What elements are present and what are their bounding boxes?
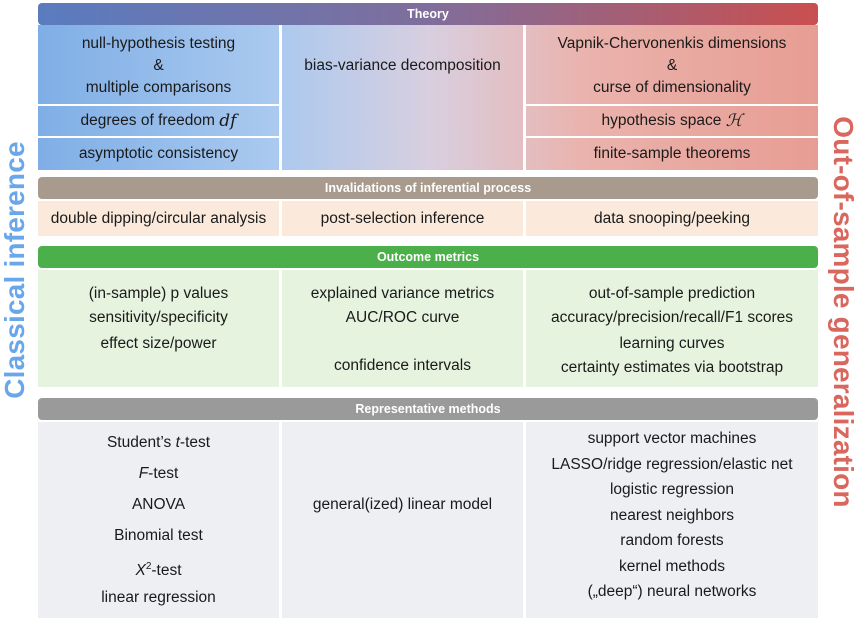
methods-col2: general(ized) linear model bbox=[282, 422, 523, 618]
outcome-item: explained variance metrics bbox=[310, 285, 495, 302]
curse-dimensionality-text: curse of dimensionality bbox=[593, 79, 751, 96]
outcome-item: certainty estimates via bootstrap bbox=[560, 359, 784, 376]
method-item: X2-test bbox=[135, 561, 182, 580]
method-item: LASSO/ridge regression/elastic net bbox=[551, 455, 793, 473]
method-item: nearest neighbors bbox=[609, 506, 735, 524]
theory-asymptotic-cell: asymptotic consistency bbox=[38, 138, 279, 170]
method-item: logistic regression bbox=[609, 481, 735, 498]
outcome-item: confidence intervals bbox=[334, 357, 471, 374]
outcome-col3: out-of-sample prediction accuracy/precis… bbox=[526, 270, 818, 387]
theory-hypothesis-space-cell: hypothesis space ℋ bbox=[526, 106, 818, 136]
null-hypothesis-text: null-hypothesis testing bbox=[81, 35, 236, 52]
outcome-item: learning curves bbox=[619, 335, 725, 352]
outcome-header: Outcome metrics bbox=[38, 246, 818, 268]
method-item: random forests bbox=[620, 532, 724, 549]
theory-df-cell: degrees of freedom df bbox=[38, 106, 279, 136]
methods-col3: support vector machines LASSO/ridge regr… bbox=[526, 422, 818, 618]
method-item: ANOVA bbox=[131, 496, 186, 513]
hypothesis-space-symbol: ℋ bbox=[725, 111, 743, 131]
method-item-glm: general(ized) linear model bbox=[312, 496, 493, 513]
methods-col1: Student’s t-test F-test ANOVA Binomial t… bbox=[38, 422, 279, 618]
theory-bias-variance-cell: bias-variance decomposition bbox=[282, 30, 523, 102]
method-item: linear regression bbox=[101, 589, 216, 606]
method-item: („deep“) neural networks bbox=[587, 583, 757, 600]
method-item: kernel methods bbox=[619, 557, 725, 575]
ampersand-text-2: & bbox=[666, 57, 678, 74]
theory-vc-cell: Vapnik-Chervonenkis dimensions & curse o… bbox=[526, 30, 818, 102]
outcome-col2: explained variance metrics AUC/ROC curve… bbox=[282, 270, 523, 387]
hypothesis-space-label: hypothesis space bbox=[601, 112, 726, 129]
invalidation-item-double-dipping: double dipping/circular analysis bbox=[38, 201, 279, 236]
outcome-item: sensitivity/specificity bbox=[89, 309, 228, 326]
method-item: Student’s t-test bbox=[106, 434, 211, 451]
theory-null-hypothesis-cell: null-hypothesis testing & multiple compa… bbox=[38, 30, 279, 102]
multiple-comparisons-text: multiple comparisons bbox=[85, 79, 232, 96]
methods-header: Representative methods bbox=[38, 398, 818, 420]
ampersand-text: & bbox=[153, 57, 164, 74]
method-item: F-test bbox=[138, 465, 179, 482]
vc-dimensions-text: Vapnik-Chervonenkis dimensions bbox=[557, 35, 787, 52]
invalidations-header: Invalidations of inferential process bbox=[38, 177, 818, 199]
method-item: Binomial test bbox=[114, 527, 203, 544]
outcome-item: accuracy/precision/recall/F1 scores bbox=[550, 309, 794, 326]
outcome-item: effect size/power bbox=[100, 335, 217, 352]
invalidation-item-post-selection: post-selection inference bbox=[282, 201, 523, 236]
finite-sample-text: finite-sample theorems bbox=[593, 145, 751, 162]
outcome-item: AUC/ROC curve bbox=[345, 309, 460, 326]
bias-variance-text: bias-variance decomposition bbox=[304, 57, 501, 74]
outcome-item: (in-sample) p values bbox=[88, 285, 229, 302]
method-item: support vector machines bbox=[587, 430, 757, 447]
asymptotic-text: asymptotic consistency bbox=[78, 145, 239, 162]
outcome-col1: (in-sample) p values sensitivity/specifi… bbox=[38, 270, 279, 387]
theory-panel bbox=[38, 25, 818, 170]
invalidation-item-data-snooping: data snooping/peeking bbox=[526, 201, 818, 236]
theory-header: Theory bbox=[38, 3, 818, 25]
theory-finite-sample-cell: finite-sample theorems bbox=[526, 138, 818, 170]
right-side-label: Out-of-sample generalization bbox=[828, 116, 856, 508]
df-symbol: df bbox=[219, 111, 237, 131]
df-label: degrees of freedom bbox=[80, 112, 220, 129]
left-side-label: Classical inference bbox=[0, 141, 30, 399]
outcome-item: out-of-sample prediction bbox=[588, 285, 756, 302]
